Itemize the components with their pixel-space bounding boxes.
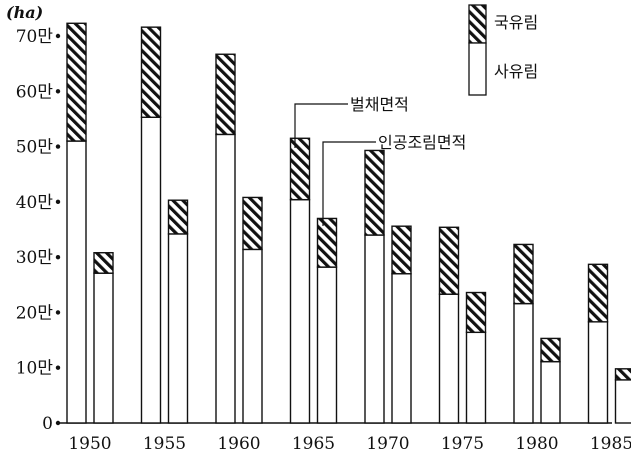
bar-harvest-private-1980 (513, 302, 534, 424)
bar-plantation-national-1955 (167, 199, 189, 235)
y-tick-label: 20만 (16, 303, 54, 323)
y-axis: 0 10만 20만 30만 40만 50만 60만 70만 (16, 27, 61, 434)
x-tick-label: 1970 (366, 434, 409, 454)
bar-harvest-national-1970 (364, 149, 385, 236)
legend-label-private: 사유림 (494, 62, 538, 81)
bar-harvest-private-1955 (140, 116, 162, 424)
bar-harvest-national-1950 (66, 22, 87, 142)
bar-plantation-national-1975 (465, 291, 487, 334)
bar-harvest-national-1960 (215, 53, 236, 136)
bar-plantation-national-1950 (93, 252, 114, 274)
y-tick-label: 0 (42, 414, 53, 434)
y-tick-dot (55, 254, 61, 260)
bar-harvest-national-1980 (513, 243, 534, 305)
annotations: 벌채면적 인공조림면적 (294, 95, 466, 226)
x-tick-label: 1980 (515, 434, 558, 454)
x-tick-label: 1975 (441, 434, 484, 454)
bar-plantation-national-1980 (540, 337, 561, 363)
bar-harvest-private-1975 (438, 293, 460, 424)
unit-label: (ha) (6, 3, 43, 22)
bar-plantation-private-1960 (242, 248, 263, 424)
x-tick-label: 1955 (143, 434, 186, 454)
bar-harvest-national-1975 (438, 226, 460, 295)
bar-plantation-private-1970 (391, 273, 412, 424)
bar-harvest-private-1970 (364, 234, 385, 424)
bar-plantation-private-1975 (465, 331, 487, 424)
bar-plantation-national-1965 (316, 217, 338, 268)
bar-harvest-private-1985 (587, 321, 609, 424)
bars (66, 22, 631, 424)
bar-harvest-national-1985 (587, 263, 609, 323)
bar-harvest-private-1965 (289, 198, 311, 424)
bar-plantation-private-1965 (316, 266, 338, 424)
x-tick-label: 1960 (217, 434, 260, 454)
y-tick-label: 10만 (16, 359, 54, 379)
annotation-harvest-area: 벌채면적 (350, 95, 409, 114)
bar-plantation-national-1985 (614, 368, 631, 381)
y-tick-dot (55, 144, 61, 149)
annotation-leader-plantation (322, 141, 376, 226)
annotation-leader-harvest (294, 103, 348, 148)
y-tick-label: 30만 (16, 248, 54, 268)
legend-swatch-private (468, 42, 487, 96)
y-tick-label: 60만 (16, 82, 54, 102)
legend-label-national: 국유림 (494, 13, 538, 32)
y-tick-label: 40만 (16, 193, 54, 213)
y-tick-dot (55, 310, 61, 315)
y-tick-dot (55, 365, 61, 370)
bar-plantation-national-1970 (391, 225, 412, 275)
bar-harvest-national-1965 (289, 137, 311, 201)
x-tick-label: 1985 (590, 434, 631, 454)
bar-plantation-private-1985 (614, 379, 631, 424)
bar-plantation-private-1955 (167, 233, 189, 424)
bar-harvest-private-1950 (66, 140, 87, 424)
x-tick-label: 1950 (68, 434, 111, 454)
bar-plantation-private-1950 (93, 272, 114, 424)
annotation-plantation-area: 인공조림면적 (378, 133, 466, 152)
bar-harvest-private-1960 (215, 133, 236, 424)
legend-swatch-national (468, 4, 487, 44)
bar-plantation-national-1960 (242, 196, 263, 251)
y-tick-label: 50만 (16, 138, 54, 158)
x-tick-label: 1965 (292, 434, 335, 454)
y-tick-dot (55, 89, 61, 94)
y-tick-label: 70만 (16, 27, 54, 47)
bar-plantation-private-1980 (540, 360, 561, 424)
bar-harvest-national-1955 (140, 26, 162, 118)
legend: 국유림 사유림 (468, 4, 538, 96)
y-tick-dot (55, 199, 61, 205)
y-tick-dot (55, 33, 61, 39)
x-axis: 19501955196019651970197519801985년 (68, 434, 631, 454)
y-tick-dot (55, 420, 61, 426)
